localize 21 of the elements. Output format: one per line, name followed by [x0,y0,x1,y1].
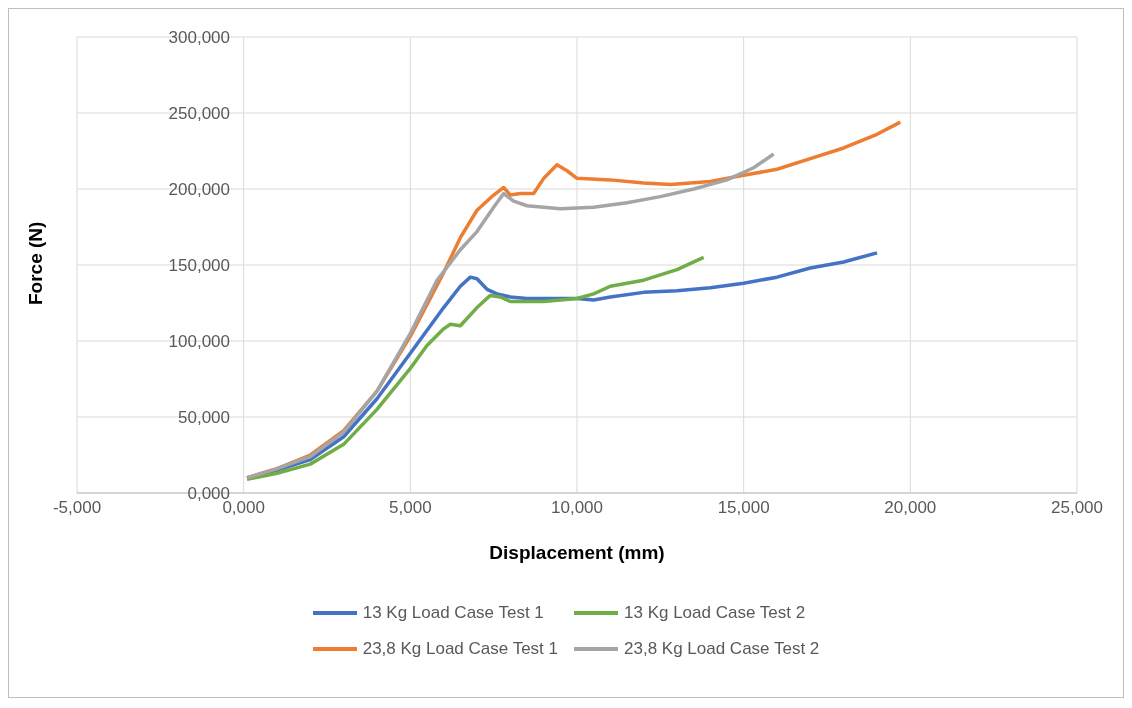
x-tick-label: -5,000 [52,498,102,518]
y-tick-label: 100,000 [168,332,230,351]
y-tick-label: 200,000 [168,180,230,199]
x-tick-label: 10,000 [551,498,603,518]
x-tick-label: 20,000 [884,498,937,518]
x-tick-label: 25,000 [1051,498,1103,518]
x-tick-label: 0,000 [222,498,265,518]
y-tick-label: 50,000 [178,408,230,427]
legend-label: 23,8 Kg Load Case Test 1 [362,639,558,659]
y-tick-label: 150,000 [168,256,230,275]
legend-label: 23,8 Kg Load Case Test 2 [624,639,820,659]
legend-label: 13 Kg Load Case Test 2 [624,603,806,623]
y-tick-label: 300,000 [168,28,230,47]
line-series [245,255,706,482]
x-tick-label: 15,000 [717,498,770,518]
y-tick-label: 250,000 [168,104,230,123]
x-axis-title: Displacement (mm) [489,542,665,563]
x-tick-label: 5,000 [389,498,432,518]
legend-label: 13 Kg Load Case Test 1 [362,603,544,623]
y-axis-title: Force (N) [24,221,46,305]
line-series [245,152,776,480]
